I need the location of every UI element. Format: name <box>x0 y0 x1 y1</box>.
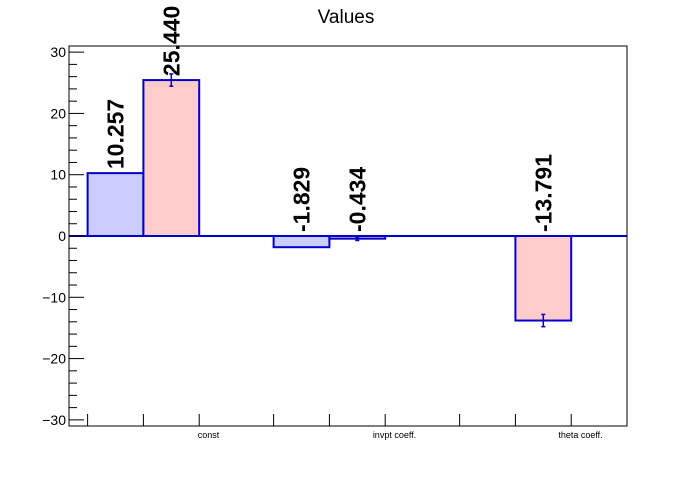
y-tick-label: 0 <box>58 228 66 244</box>
data-label: -13.791 <box>530 154 556 232</box>
data-label: -0.434 <box>344 167 370 232</box>
x-tick-label: theta coeff. <box>558 430 602 440</box>
y-tick-label: −10 <box>42 289 66 305</box>
data-label: -1.829 <box>289 167 315 232</box>
chart-title: Values <box>318 7 375 28</box>
data-label: 10.257 <box>103 99 129 169</box>
y-tick-label: −20 <box>42 351 66 367</box>
value-labels-layer: 10.257 -1.829 25.440 -0.434 -13.791 <box>103 6 557 232</box>
bar <box>142 79 201 237</box>
y-tick-label: 10 <box>50 167 66 183</box>
x-tick-label: const <box>198 430 220 440</box>
bar <box>86 172 145 238</box>
bar <box>514 235 573 322</box>
bars-layer <box>86 73 573 328</box>
y-tick-label: 30 <box>50 44 66 60</box>
y-tick-label: 20 <box>50 105 66 121</box>
x-tick-label: invpt coeff. <box>373 430 416 440</box>
bar <box>272 235 331 249</box>
data-label: 25.440 <box>158 6 184 76</box>
axes-layer: −30 −20 −10 0 10 20 30 const invpt coeff. theta c… <box>42 44 628 440</box>
y-tick-label: −30 <box>42 412 66 428</box>
